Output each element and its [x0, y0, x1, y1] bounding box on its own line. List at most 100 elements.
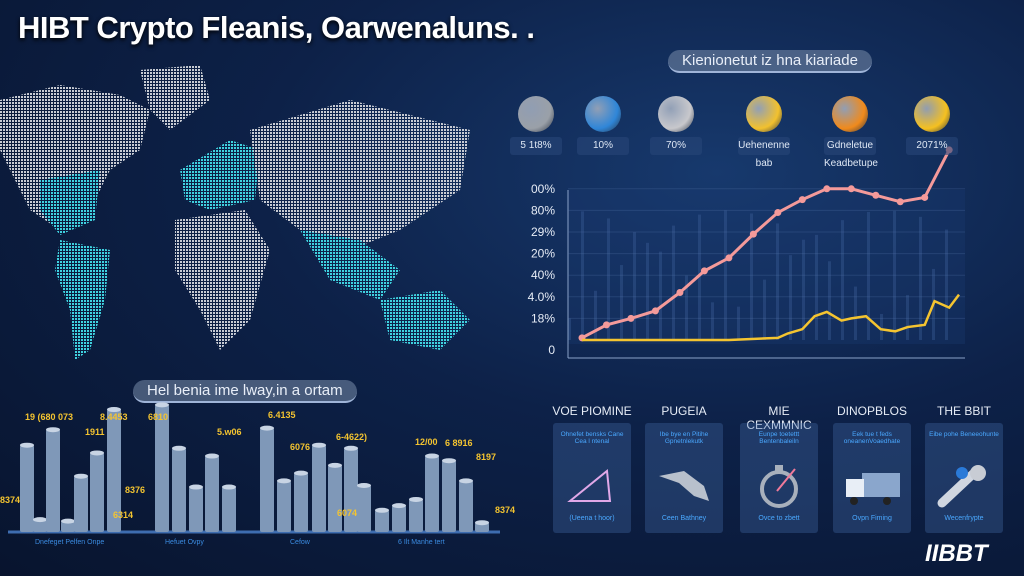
gold-emoji-coin-icon [746, 96, 782, 132]
coin-label: 5 1t8% [510, 137, 562, 155]
bar [61, 521, 75, 532]
pink-series-point [627, 314, 635, 322]
pink-series-point [798, 196, 806, 204]
bar-data-label: 6-4622) [336, 432, 368, 442]
bar-cap [222, 484, 236, 490]
map-europe [180, 140, 260, 210]
plot-area [568, 190, 965, 344]
background-volume-bar [685, 275, 688, 340]
bar-chart-title: Hel benia ime lway,in a ortam [133, 380, 357, 403]
yellow-series-line [582, 293, 960, 342]
bar [425, 456, 439, 532]
background-volume-bar [867, 211, 870, 340]
bar [46, 429, 60, 532]
card-description: Ibe bye en Pitihe Gpnetnlekutk [659, 431, 709, 445]
map-south-asia [300, 230, 400, 300]
card-description: Ohnefet bensks Cane Cea l ntenal [560, 431, 624, 445]
pink-series-point [774, 209, 782, 217]
card-caption: (Ueena t hoor) [569, 515, 615, 522]
y-tick-label: 40% [531, 268, 555, 282]
bar-cap [205, 453, 219, 459]
pink-series-point [700, 267, 708, 275]
bar-data-label: 8374 [0, 495, 21, 505]
bar-data-label: 6074 [337, 508, 358, 518]
y-tick-label: 4.0% [528, 290, 556, 304]
stopwatch-icon [749, 461, 809, 516]
bar-data-label: 6 8916 [445, 438, 473, 448]
background-volume-bar [724, 210, 727, 340]
bar-data-label: 8376 [125, 485, 146, 495]
bar-group-label: Hefuet Ovpy [165, 539, 204, 546]
pink-series-point [921, 193, 929, 201]
triangle-line-icon [562, 461, 622, 516]
map-north-america-east [40, 170, 100, 235]
page-title: HIBT Crypto Fleanis, Oarwenaluns. . [18, 10, 535, 45]
feature-card: Ohnefet bensks Cane Cea l ntenal (Ueena t… [553, 423, 631, 533]
bar [312, 445, 326, 532]
card-title: MIE CEXMMNIC [746, 404, 812, 432]
feature-card: Eibe pohe Beneeohunte Wecenfrypte [925, 423, 1003, 533]
pink-series-point [896, 198, 904, 206]
world-map [0, 65, 470, 360]
bar-data-label: 6314 [113, 510, 134, 520]
y-tick-label: 0 [548, 343, 555, 357]
blue-bitcoin-coin-icon [585, 96, 621, 132]
bar-data-label: 5.w06 [217, 427, 242, 437]
background-volume-bar [659, 251, 662, 340]
bar-chart [8, 402, 500, 534]
background-volume-bar [698, 214, 701, 340]
bar-cap [294, 470, 308, 476]
background-volume-bar [828, 261, 831, 340]
background-volume-bar [880, 314, 883, 340]
bar [344, 448, 358, 532]
wrench-heart-icon [934, 461, 994, 516]
hibt-logo: IIBBT [925, 540, 988, 567]
bar [294, 473, 308, 532]
map-south-america [55, 240, 110, 360]
pink-series-point [872, 191, 880, 199]
card-caption: Ceen Bathney [661, 515, 707, 522]
gold-hexagon-coin-icon [914, 96, 950, 132]
pink-series-point [676, 288, 684, 296]
coin-label: 10% [577, 137, 629, 155]
y-tick-label: 29% [531, 225, 555, 239]
card-title: VOE PIOMINE [552, 404, 632, 418]
bar-cap [107, 407, 121, 413]
map-africa [175, 210, 270, 350]
background-volume-bar [581, 211, 584, 340]
bar [392, 505, 406, 532]
pink-series-point [823, 185, 831, 193]
bar-cap [189, 484, 203, 490]
bar-cap [277, 478, 291, 484]
bar-cap [20, 442, 34, 448]
coin-label: Uehenenne bab [738, 137, 790, 169]
bar [222, 487, 236, 532]
background-volume-bar [750, 213, 753, 340]
background-volume-bar [672, 225, 675, 340]
y-tick-label: 00% [531, 182, 555, 196]
y-tick-label: 80% [531, 203, 555, 217]
background-volume-bar [945, 229, 948, 340]
bar [20, 445, 34, 532]
pink-series-point [651, 307, 659, 315]
bar [260, 428, 274, 532]
background-volume-bar [633, 232, 636, 340]
pink-series-line [581, 149, 951, 340]
bar-cap [74, 473, 88, 479]
bar-group-label: Cefow [290, 539, 310, 546]
pink-series-point [725, 254, 733, 262]
bar [475, 522, 489, 532]
silver-coin-icon [518, 96, 554, 132]
bar-cap [328, 462, 342, 468]
pink-series-point [847, 185, 855, 193]
background-volume-bar [607, 218, 610, 340]
line-chart: 0 18% 4.0% 40% 20% 29% 80% 00% [528, 146, 965, 359]
bar-cap [409, 496, 423, 502]
background-volume-bar [594, 290, 597, 340]
bar-cap [425, 453, 439, 459]
bar-data-label: 19 (680 073 [25, 412, 74, 422]
bar-group-label: Dnefeget Pelfen Onpe [35, 539, 105, 546]
bar [409, 499, 423, 532]
bar-cap [392, 503, 406, 509]
map-greenland [140, 65, 210, 130]
